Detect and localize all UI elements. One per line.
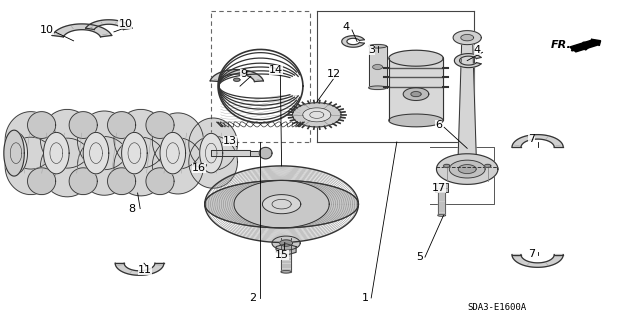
Text: 5: 5: [416, 252, 423, 262]
Polygon shape: [281, 271, 291, 273]
Polygon shape: [69, 112, 97, 138]
Polygon shape: [453, 31, 481, 45]
Polygon shape: [114, 109, 168, 168]
Polygon shape: [389, 50, 443, 66]
Polygon shape: [512, 135, 563, 147]
Polygon shape: [303, 108, 331, 122]
Text: 4: 4: [474, 45, 481, 55]
Polygon shape: [69, 168, 97, 195]
Text: 12: 12: [326, 69, 340, 78]
Polygon shape: [438, 192, 445, 215]
Polygon shape: [280, 240, 292, 246]
Polygon shape: [449, 160, 485, 178]
Polygon shape: [5, 112, 56, 169]
Text: 1: 1: [362, 293, 369, 303]
Polygon shape: [403, 88, 429, 100]
Text: 17: 17: [432, 183, 446, 193]
Polygon shape: [160, 132, 186, 174]
Polygon shape: [484, 164, 491, 167]
Polygon shape: [444, 164, 450, 167]
Polygon shape: [77, 111, 131, 170]
Polygon shape: [512, 255, 563, 267]
Text: 16: 16: [192, 163, 206, 173]
Text: 14: 14: [269, 65, 283, 75]
Polygon shape: [458, 165, 476, 174]
Polygon shape: [342, 36, 364, 47]
Polygon shape: [292, 103, 341, 127]
Polygon shape: [28, 112, 56, 138]
Polygon shape: [262, 195, 301, 214]
Polygon shape: [369, 86, 387, 90]
Polygon shape: [281, 238, 291, 272]
Polygon shape: [44, 132, 69, 174]
Polygon shape: [4, 132, 28, 174]
Polygon shape: [189, 118, 237, 170]
Text: 6: 6: [435, 120, 442, 130]
Polygon shape: [259, 147, 272, 159]
Text: 10: 10: [118, 19, 132, 29]
Polygon shape: [234, 78, 240, 81]
Text: 13: 13: [223, 136, 237, 145]
Polygon shape: [389, 58, 443, 121]
Polygon shape: [115, 263, 164, 275]
Polygon shape: [152, 113, 204, 169]
Polygon shape: [193, 163, 207, 167]
Polygon shape: [4, 130, 24, 176]
Polygon shape: [52, 24, 111, 37]
Polygon shape: [146, 112, 174, 138]
Polygon shape: [122, 132, 147, 174]
Text: 8: 8: [128, 204, 135, 214]
Polygon shape: [5, 137, 56, 195]
FancyArrow shape: [570, 39, 600, 52]
Polygon shape: [40, 138, 94, 197]
Polygon shape: [461, 34, 474, 41]
Polygon shape: [205, 181, 358, 228]
Polygon shape: [372, 64, 383, 70]
Text: SDA3-E1600A: SDA3-E1600A: [467, 303, 526, 312]
Polygon shape: [86, 20, 132, 30]
Polygon shape: [108, 168, 136, 195]
Text: 4: 4: [342, 22, 349, 32]
Polygon shape: [436, 154, 498, 184]
Polygon shape: [152, 138, 204, 194]
Polygon shape: [200, 133, 223, 173]
Polygon shape: [211, 70, 263, 82]
Polygon shape: [369, 44, 387, 48]
Polygon shape: [40, 109, 94, 168]
Polygon shape: [369, 46, 387, 88]
Polygon shape: [438, 214, 445, 216]
Text: FR.: FR.: [550, 41, 571, 50]
Polygon shape: [454, 54, 481, 68]
Bar: [435, 183, 448, 192]
Polygon shape: [276, 244, 296, 255]
Polygon shape: [28, 168, 56, 195]
Text: 10: 10: [40, 26, 54, 35]
Polygon shape: [189, 136, 237, 188]
Polygon shape: [77, 137, 131, 195]
Text: 15: 15: [275, 250, 289, 260]
Polygon shape: [146, 168, 174, 195]
Text: 7: 7: [528, 249, 535, 259]
Polygon shape: [211, 150, 250, 156]
Text: 3: 3: [368, 45, 375, 55]
Polygon shape: [458, 38, 476, 154]
Polygon shape: [272, 236, 300, 250]
Polygon shape: [108, 112, 136, 138]
Polygon shape: [250, 151, 266, 156]
Text: 7: 7: [528, 134, 535, 144]
Polygon shape: [83, 132, 109, 174]
Polygon shape: [411, 92, 421, 97]
Text: 2: 2: [250, 293, 257, 303]
Polygon shape: [114, 137, 168, 196]
Text: 11: 11: [138, 265, 152, 275]
Text: 9: 9: [240, 69, 247, 78]
Polygon shape: [389, 114, 443, 127]
